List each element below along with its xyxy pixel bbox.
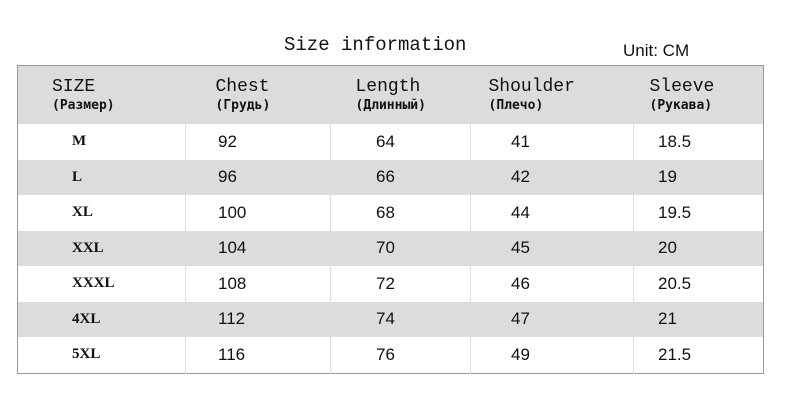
header-chest: Chest (Грудь): [185, 65, 331, 124]
cell-sleeve: 20: [633, 230, 764, 266]
cell-length: 66: [330, 159, 471, 195]
header-label: Sleeve: [649, 76, 715, 97]
cell-chest: 116: [185, 337, 331, 373]
cell-sleeve: 21: [633, 301, 764, 337]
header-shoulder: Shoulder (Плечо): [470, 65, 634, 124]
cell-sleeve: 19.5: [633, 195, 764, 231]
cell-sleeve: 20.5: [633, 266, 764, 302]
header-row: SIZE (Размер) Chest (Грудь) Length (Длинный) S…: [17, 65, 764, 124]
cell-length: 72: [330, 266, 471, 302]
header-label: Length: [355, 76, 421, 97]
cell-shoulder: 47: [470, 301, 634, 337]
cell-size: 5XL: [72, 346, 101, 363]
header-size: SIZE (Размер): [17, 65, 186, 124]
cell-size: 4XL: [17, 301, 186, 337]
cell-chest: 112: [185, 301, 331, 337]
cell-length: 76: [330, 337, 471, 373]
cell-chest: 96: [185, 159, 331, 195]
unit-label: Unit: CM: [623, 41, 690, 60]
cell-length: 68: [330, 195, 471, 231]
cell-chest: 108: [185, 266, 331, 302]
cell-size: L: [17, 159, 186, 195]
size-table: SIZE (Размер) Chest (Грудь) Length (Длинный) S…: [17, 65, 764, 374]
header-label: SIZE: [52, 76, 96, 97]
table-row: 4XL 112 74 47 21: [17, 301, 764, 337]
page-title: Size information: [284, 34, 467, 56]
cell-size: XXL: [17, 230, 186, 266]
table-row: XXXL 108 72 46 20.5: [18, 266, 764, 302]
cell-shoulder: 49: [470, 337, 634, 373]
cell-length: 74: [330, 301, 471, 337]
header-label-ru: (Плечо): [488, 98, 544, 114]
cell-sleeve: 18.5: [633, 124, 764, 160]
cell-shoulder: 41: [470, 124, 634, 160]
header-label: Chest: [215, 76, 270, 97]
cell-sleeve: 19: [633, 159, 764, 195]
cell-shoulder: 44: [470, 195, 634, 231]
header-label-ru: (Размер): [52, 98, 115, 114]
cell-shoulder: 45: [470, 230, 634, 266]
header-length: Length (Длинный): [330, 65, 471, 124]
cell-chest: 100: [185, 195, 331, 231]
table-row: XXL 104 70 45 20: [17, 230, 764, 266]
cell-chest: 92: [185, 124, 331, 160]
cell-shoulder: 46: [470, 266, 634, 302]
header-label: Shoulder: [488, 76, 575, 97]
header-sleeve: Sleeve (Рукава): [633, 65, 764, 124]
table-row: M 92 64 41 18.5: [18, 124, 764, 160]
header-label-ru: (Грудь): [215, 98, 271, 114]
cell-shoulder: 42: [470, 159, 634, 195]
header-label-ru: (Рукава): [649, 98, 713, 114]
header-label-ru: (Длинный): [355, 98, 426, 114]
cell-size: XL: [72, 204, 93, 221]
table-row: L 96 66 42 19: [17, 159, 764, 195]
cell-size: XXXL: [72, 275, 115, 292]
cell-chest: 104: [185, 230, 331, 266]
table-row: 5XL 116 76 49 21.5: [18, 337, 764, 373]
cell-size: M: [72, 133, 87, 150]
table-row: XL 100 68 44 19.5: [18, 195, 764, 231]
cell-sleeve: 21.5: [633, 337, 764, 373]
cell-length: 64: [330, 124, 471, 160]
cell-length: 70: [330, 230, 471, 266]
